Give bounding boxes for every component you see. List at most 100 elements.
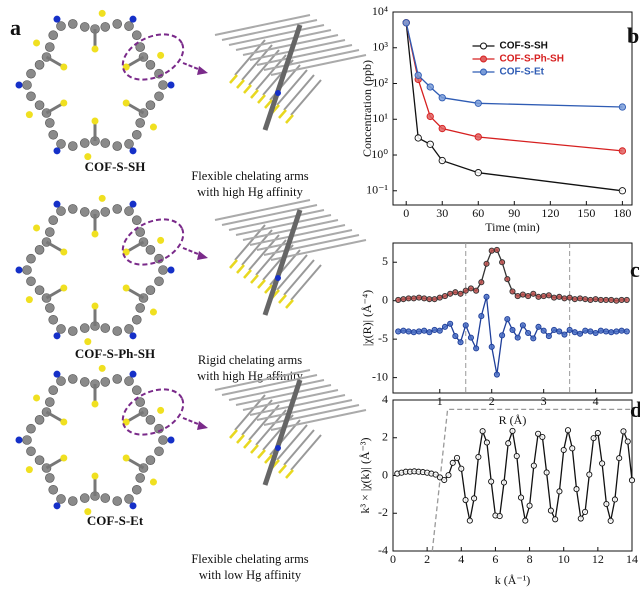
y-tick-label: -2 bbox=[378, 505, 388, 519]
highlight bbox=[116, 25, 191, 88]
data-point bbox=[475, 134, 481, 140]
s-atom bbox=[157, 52, 164, 59]
data-point bbox=[471, 496, 476, 501]
n-atom bbox=[130, 201, 137, 208]
y-tick-label: 5 bbox=[382, 254, 388, 268]
atom bbox=[49, 31, 58, 40]
data-point bbox=[525, 293, 530, 298]
atom bbox=[23, 436, 32, 445]
s-atom bbox=[26, 296, 33, 303]
data-point bbox=[427, 141, 433, 147]
s-atom bbox=[92, 118, 99, 125]
data-point bbox=[561, 447, 566, 452]
data-point bbox=[612, 497, 617, 502]
plot-frame bbox=[393, 243, 632, 393]
stack-s bbox=[279, 295, 286, 303]
s-atom bbox=[26, 466, 33, 473]
atom bbox=[146, 286, 155, 295]
legend-label: COF-S-Et bbox=[500, 67, 545, 78]
atom bbox=[45, 118, 54, 127]
panel-label: a bbox=[10, 15, 21, 40]
atom bbox=[57, 494, 66, 503]
x-tick-label: 90 bbox=[508, 206, 520, 220]
stack-s bbox=[286, 115, 293, 123]
data-point bbox=[500, 260, 505, 265]
x-tick-label: 120 bbox=[541, 206, 559, 220]
data-point bbox=[453, 290, 458, 295]
y-axis-label: k³ × |χ(k)| (Å⁻³) bbox=[358, 437, 372, 513]
atom bbox=[80, 324, 89, 333]
data-point bbox=[600, 461, 605, 466]
atom bbox=[26, 254, 35, 263]
stack-s bbox=[279, 110, 286, 118]
atom bbox=[68, 204, 77, 213]
atom bbox=[68, 327, 77, 336]
x-tick-label: 0 bbox=[390, 552, 396, 566]
data-point bbox=[406, 296, 411, 301]
data-point bbox=[531, 463, 536, 468]
data-point bbox=[484, 261, 489, 266]
s-atom bbox=[33, 224, 40, 231]
atom bbox=[125, 139, 134, 148]
panel-label: b bbox=[627, 23, 639, 48]
data-point bbox=[540, 434, 545, 439]
data-point bbox=[510, 327, 515, 332]
atom bbox=[26, 424, 35, 433]
stack-s bbox=[244, 270, 251, 278]
x-tick-label: 14 bbox=[626, 552, 638, 566]
stack-s bbox=[237, 80, 244, 88]
data-point bbox=[406, 329, 411, 334]
atom bbox=[125, 494, 134, 503]
atom bbox=[35, 101, 44, 110]
data-point bbox=[567, 327, 572, 332]
stack-s bbox=[237, 435, 244, 443]
x-tick-label: 10 bbox=[558, 552, 570, 566]
stack-s bbox=[230, 260, 237, 268]
data-point bbox=[439, 125, 445, 131]
atom bbox=[68, 497, 77, 506]
structure-caption: with high Hg affinity bbox=[197, 185, 303, 199]
n-atom bbox=[275, 275, 281, 281]
data-point bbox=[567, 295, 572, 300]
data-point bbox=[453, 333, 458, 338]
data-point bbox=[624, 329, 629, 334]
atom bbox=[136, 303, 145, 312]
data-point bbox=[548, 508, 553, 513]
data-point bbox=[401, 297, 406, 302]
atom bbox=[45, 228, 54, 237]
data-point bbox=[489, 479, 494, 484]
atom bbox=[80, 494, 89, 503]
y-tick-label: 10² bbox=[372, 75, 388, 89]
n-atom bbox=[54, 201, 61, 208]
data-point bbox=[484, 440, 489, 445]
atom bbox=[57, 377, 66, 386]
structure-graphic bbox=[16, 10, 367, 160]
arm bbox=[47, 104, 63, 113]
structure-graphic bbox=[16, 365, 367, 515]
data-point bbox=[562, 296, 567, 301]
s-atom bbox=[26, 111, 33, 118]
data-point bbox=[629, 478, 634, 483]
data-point bbox=[415, 135, 421, 141]
atom bbox=[132, 386, 141, 395]
atom bbox=[101, 324, 110, 333]
data-point bbox=[489, 344, 494, 349]
s-atom bbox=[150, 479, 157, 486]
n-atom bbox=[130, 371, 137, 378]
s-atom bbox=[99, 365, 106, 372]
atom bbox=[136, 118, 145, 127]
atom bbox=[49, 386, 58, 395]
s-atom bbox=[84, 338, 91, 345]
data-point bbox=[536, 324, 541, 329]
series-line bbox=[406, 23, 622, 107]
data-point bbox=[510, 289, 515, 294]
x-tick-label: 150 bbox=[577, 206, 595, 220]
data-point bbox=[582, 509, 587, 514]
data-point bbox=[446, 473, 451, 478]
data-point bbox=[450, 460, 455, 465]
data-point bbox=[520, 292, 525, 297]
data-point bbox=[439, 95, 445, 101]
x-tick-label: 6 bbox=[492, 552, 498, 566]
data-point bbox=[619, 104, 625, 110]
data-point bbox=[489, 248, 494, 253]
